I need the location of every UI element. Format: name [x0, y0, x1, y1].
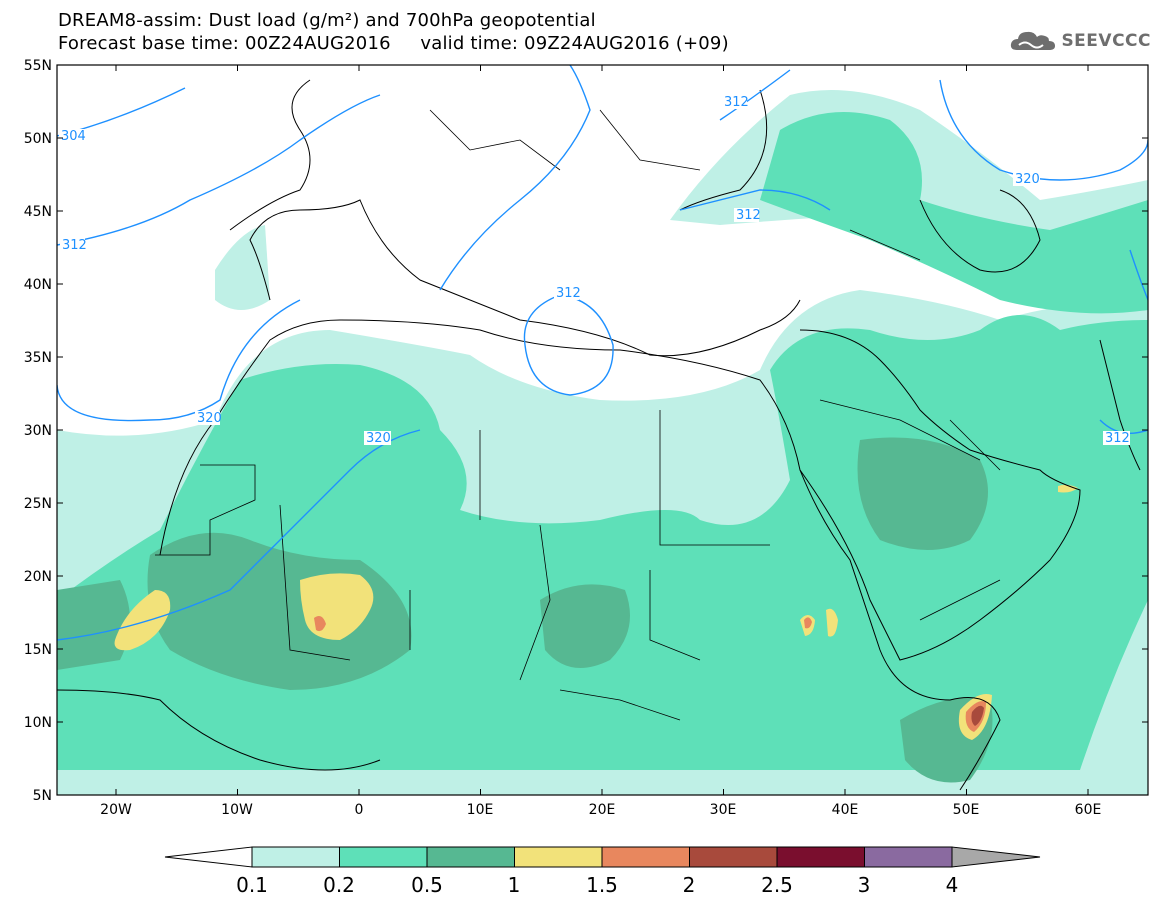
lon-label: 20E	[589, 802, 616, 818]
lat-label: 55N	[24, 58, 52, 74]
contour-label-312-c: 312	[736, 208, 761, 223]
legend-swatch	[864, 846, 953, 868]
contour-label-304: 304	[61, 129, 86, 144]
lat-label: 25N	[24, 496, 52, 512]
axis-ticks	[57, 64, 1148, 796]
dust-layer-0.5	[147, 532, 412, 690]
contour-label-312-d: 312	[556, 286, 581, 301]
lat-label: 20N	[24, 569, 52, 585]
lon-label: 10E	[467, 802, 494, 818]
dust-layer-0.1-iberia	[215, 225, 270, 310]
legend-label: 2.5	[761, 873, 793, 897]
legend-labels: 0.1 0.2 0.5 1 1.5 2 2.5 3 4	[236, 873, 958, 897]
map-title: DREAM8-assim: Dust load (g/m²) and 700hP…	[58, 10, 596, 31]
lon-label: 0	[355, 802, 364, 818]
map-area: 304 312 312 312 312 320 320 320 312	[57, 65, 1148, 795]
lat-label: 40N	[24, 277, 52, 293]
lat-label: 15N	[24, 642, 52, 658]
legend-label: 3	[858, 873, 871, 897]
dust-layer-2	[971, 705, 984, 726]
contour-label-320-c: 320	[1015, 172, 1040, 187]
legend-high-arrow	[951, 846, 1041, 868]
color-legend	[164, 846, 1041, 868]
legend-boxes	[251, 846, 953, 868]
lon-label: 50E	[953, 802, 980, 818]
lat-label: 45N	[24, 204, 52, 220]
lat-label: 10N	[24, 715, 52, 731]
dust-layer-0.5-arabia	[857, 437, 988, 550]
legend-swatch	[776, 846, 865, 868]
dust-layer-0.5-sudan	[540, 584, 630, 668]
lat-label: 30N	[24, 423, 52, 439]
legend-swatch	[689, 846, 778, 868]
lat-label: 35N	[24, 350, 52, 366]
contour-label-320-b: 320	[366, 431, 391, 446]
dust-layer-1.5	[314, 616, 326, 632]
country-borders	[155, 109, 1001, 721]
legend-swatch	[514, 846, 603, 868]
lon-label: 60E	[1075, 802, 1102, 818]
legend-label: 0.2	[323, 873, 355, 897]
lat-label: 50N	[24, 131, 52, 147]
longitude-labels: 20W 10W 0 10E 20E 30E 40E 50E 60E	[100, 802, 1101, 818]
lat-label: 5N	[33, 788, 52, 804]
contour-label-312-e: 312	[1105, 431, 1130, 446]
contour-labels: 304 312 312 312 312 320 320 320 312	[59, 95, 1130, 446]
contour-label-312-b: 312	[724, 95, 749, 110]
legend-swatch	[251, 846, 340, 868]
legend-label: 1.5	[586, 873, 618, 897]
lon-label: 40E	[832, 802, 859, 818]
legend-swatch	[426, 846, 515, 868]
forecast-times: Forecast base time: 00Z24AUG2016 valid t…	[58, 33, 729, 54]
legend-label: 0.5	[411, 873, 443, 897]
coastlines	[57, 79, 1141, 791]
dust-layer-1.5-red-sea	[804, 617, 812, 629]
logo-text: SEEVCCC	[1061, 31, 1151, 51]
cloud-logo-icon	[1011, 31, 1056, 50]
legend-label: 0.1	[236, 873, 268, 897]
dust-layer-1-uae	[1058, 484, 1078, 493]
legend-low-arrow	[164, 846, 253, 868]
seevccc-logo: SEEVCCC	[1009, 28, 1151, 54]
lon-label: 20W	[100, 802, 132, 818]
latitude-labels: 55N 50N 45N 40N 35N 30N 25N 20N 15N 10N …	[24, 58, 52, 804]
lon-label: 10W	[221, 802, 253, 818]
legend-label: 4	[946, 873, 959, 897]
legend-label: 1	[508, 873, 521, 897]
lon-label: 30E	[710, 802, 737, 818]
dust-layer-0.5-africa-west	[57, 580, 130, 670]
dust-layer-1-eritrea	[826, 608, 838, 637]
contour-label-312-a: 312	[62, 238, 87, 253]
legend-label: 2	[683, 873, 696, 897]
geopotential-contours	[57, 65, 1148, 641]
dust-layer-0.2-caspian	[760, 112, 1148, 314]
dust-layer-1	[114, 590, 171, 651]
legend-swatch	[601, 846, 690, 868]
legend-swatch	[339, 846, 428, 868]
contour-label-320-a: 320	[197, 411, 222, 426]
